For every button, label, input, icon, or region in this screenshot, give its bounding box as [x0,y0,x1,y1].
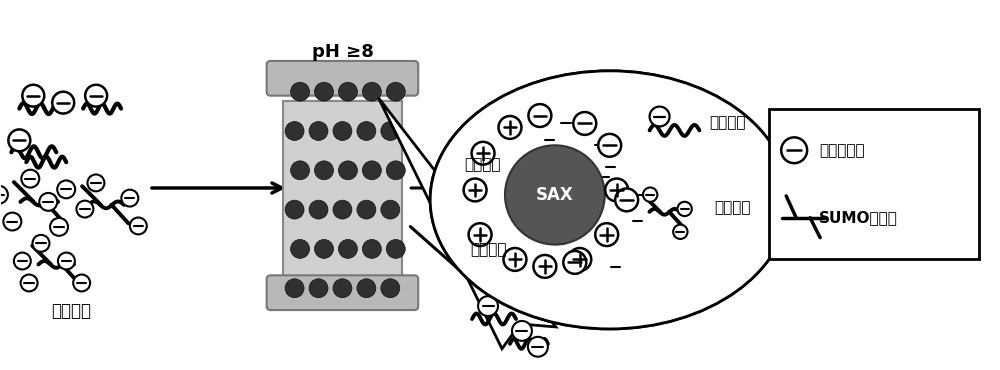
Text: 高盐洗脱: 高盐洗脱 [464,157,500,172]
Circle shape [592,137,608,154]
Text: SUMO化肽段: SUMO化肽段 [819,210,898,225]
Text: 保留较强: 保留较强 [714,200,751,215]
Circle shape [291,239,310,258]
Circle shape [469,223,492,246]
Circle shape [309,122,328,141]
Circle shape [338,82,357,101]
Circle shape [291,82,310,101]
Circle shape [333,122,352,141]
Circle shape [541,132,558,149]
Circle shape [73,275,90,292]
Circle shape [533,255,556,278]
Circle shape [781,137,807,163]
Ellipse shape [430,71,789,329]
Circle shape [315,161,333,180]
Circle shape [85,85,107,107]
Circle shape [605,179,628,201]
Circle shape [285,279,304,297]
Circle shape [357,122,376,141]
Circle shape [503,248,526,271]
Text: 酸性氨基酸: 酸性氨基酸 [819,143,865,158]
Circle shape [309,279,328,297]
Circle shape [579,185,595,201]
Circle shape [22,85,44,107]
Circle shape [558,115,575,132]
Text: 酶解肽段: 酶解肽段 [51,302,91,320]
Circle shape [478,296,498,316]
Circle shape [598,236,614,252]
Circle shape [386,161,405,180]
Circle shape [130,218,147,234]
Circle shape [357,200,376,219]
Circle shape [50,218,68,236]
Bar [769,108,979,259]
Circle shape [464,179,487,201]
Circle shape [338,161,357,180]
Circle shape [598,134,621,157]
Circle shape [362,161,381,180]
Circle shape [76,201,93,218]
Circle shape [357,279,376,297]
Circle shape [57,181,75,198]
Circle shape [563,251,586,274]
Circle shape [505,145,605,245]
Polygon shape [378,98,556,349]
Circle shape [0,186,8,204]
Circle shape [333,200,352,219]
Circle shape [568,248,591,271]
Circle shape [512,321,532,341]
Text: SAX: SAX [536,186,574,204]
Circle shape [677,202,692,216]
Circle shape [333,279,352,297]
Circle shape [14,253,31,269]
Circle shape [528,104,551,127]
Circle shape [362,239,381,258]
Circle shape [551,236,567,252]
Circle shape [285,200,304,219]
Ellipse shape [430,71,789,329]
Text: pH ≥8: pH ≥8 [312,43,373,61]
Circle shape [285,122,304,141]
Circle shape [121,190,138,206]
Circle shape [673,225,688,239]
FancyBboxPatch shape [267,61,418,96]
Circle shape [58,253,75,269]
Circle shape [315,82,333,101]
Bar [283,101,402,279]
Circle shape [381,200,400,219]
Circle shape [291,161,310,180]
Circle shape [597,169,613,185]
Circle shape [3,213,21,231]
Circle shape [309,200,328,219]
Circle shape [381,122,400,141]
Circle shape [87,175,104,191]
Circle shape [381,279,400,297]
Circle shape [386,82,405,101]
Circle shape [607,259,623,275]
Circle shape [634,186,651,203]
Circle shape [8,130,30,151]
Circle shape [650,107,670,127]
Circle shape [386,239,405,258]
Circle shape [21,275,38,292]
Circle shape [602,159,619,176]
Circle shape [629,212,646,229]
Text: 低盐去除: 低盐去除 [470,242,507,257]
Circle shape [499,116,521,139]
Circle shape [338,239,357,258]
Circle shape [615,188,638,211]
Text: 保留较弱: 保留较弱 [709,115,746,130]
Circle shape [595,223,618,246]
Circle shape [33,235,49,252]
Circle shape [643,188,657,202]
Circle shape [21,170,39,188]
Circle shape [39,193,57,211]
Circle shape [573,112,596,135]
Circle shape [362,82,381,101]
Circle shape [52,92,74,114]
Circle shape [315,239,333,258]
Circle shape [472,142,495,165]
Circle shape [528,337,548,357]
FancyBboxPatch shape [267,275,418,310]
